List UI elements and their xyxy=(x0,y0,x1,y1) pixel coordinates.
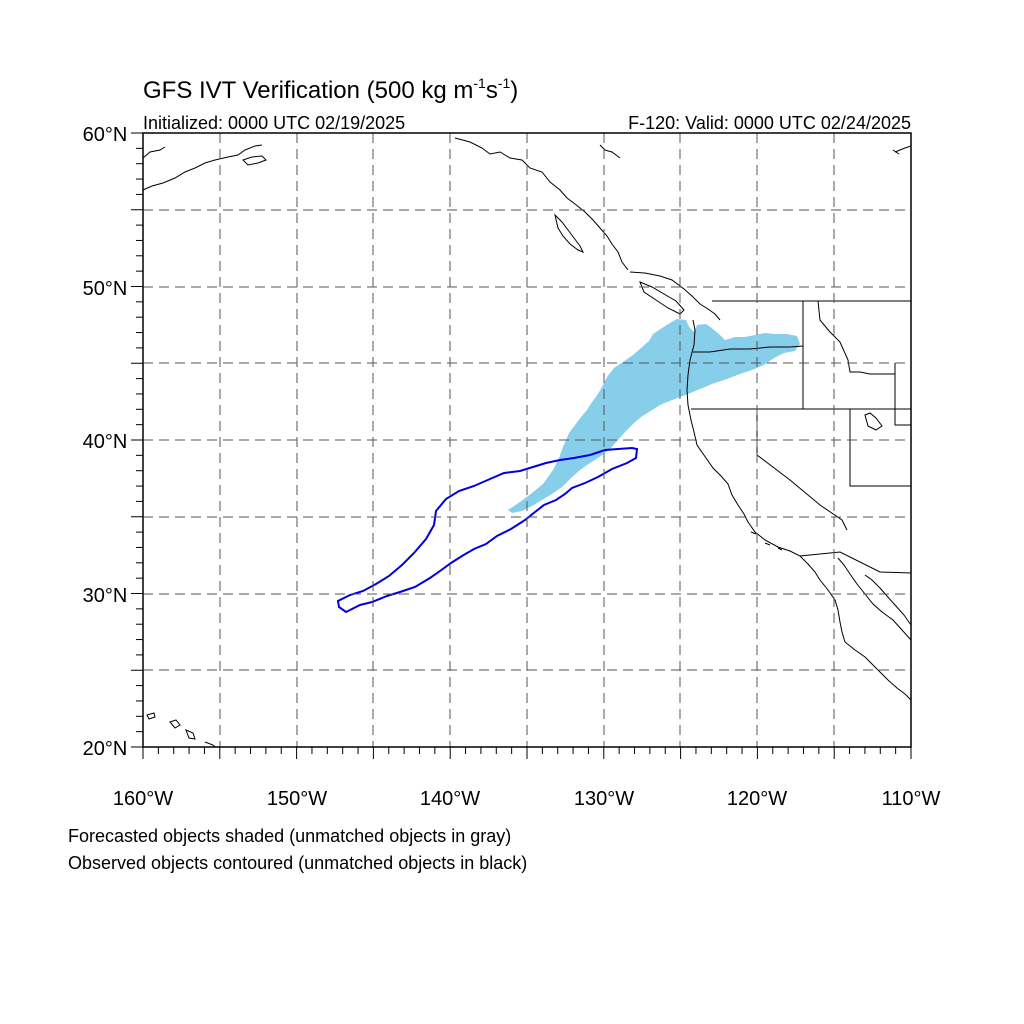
lat-label-60n: 60°N xyxy=(83,124,128,146)
island-hawaii xyxy=(146,712,216,748)
coastline-alaska-gulf xyxy=(454,137,629,271)
footnote-forecast: Forecasted objects shaded (unmatched obj… xyxy=(68,826,511,846)
observed-object-contour xyxy=(336,446,639,614)
border-nevada-utah xyxy=(849,409,911,487)
coastline-bc-islands xyxy=(554,213,585,253)
forecast-object-shaded xyxy=(508,319,800,513)
longitude-labels: 160°W 150°W 140°W 130°W 120°W 110°W xyxy=(113,788,941,810)
map-panel xyxy=(131,132,912,759)
border-us-mexico xyxy=(799,551,912,574)
lon-label-160w: 160°W xyxy=(113,788,173,810)
border-wa-or xyxy=(693,345,804,353)
border-wyoming xyxy=(894,363,911,426)
coastline-mainland-mexico xyxy=(864,574,912,626)
lat-label-30n: 30°N xyxy=(83,585,128,607)
lat-label-20n: 20°N xyxy=(83,738,128,760)
coastline-baja-east xyxy=(837,557,912,641)
coastline-west-us xyxy=(686,319,912,701)
lat-label-50n: 50°N xyxy=(83,278,128,300)
lake-great-salt xyxy=(864,412,883,431)
border-ca-nv xyxy=(756,409,848,531)
latitude-labels: 60°N 50°N 40°N 30°N 20°N xyxy=(83,124,128,760)
coastline-alaska-southeast xyxy=(599,144,912,159)
island-channel xyxy=(750,531,783,551)
valid-time-label: F-120: Valid: 0000 UTC 02/24/2025 xyxy=(628,113,911,133)
lon-label-140w: 140°W xyxy=(420,788,480,810)
footnote-observed: Observed objects contoured (unmatched ob… xyxy=(68,853,527,873)
map-title: GFS IVT Verification (500 kg m-1s-1) xyxy=(143,75,518,104)
coastline-bc xyxy=(629,271,721,321)
initialized-label: Initialized: 0000 UTC 02/19/2025 xyxy=(143,113,405,133)
island-alaska xyxy=(242,155,267,166)
lon-label-120w: 120°W xyxy=(727,788,787,810)
lon-label-150w: 150°W xyxy=(267,788,327,810)
lon-label-110w: 110°W xyxy=(882,788,941,810)
lon-label-130w: 130°W xyxy=(574,788,634,810)
border-idaho-montana xyxy=(817,300,895,375)
coastline-alaska-west xyxy=(142,144,263,191)
coastline-vancouver-island xyxy=(639,281,685,315)
lat-label-40n: 40°N xyxy=(83,431,128,453)
